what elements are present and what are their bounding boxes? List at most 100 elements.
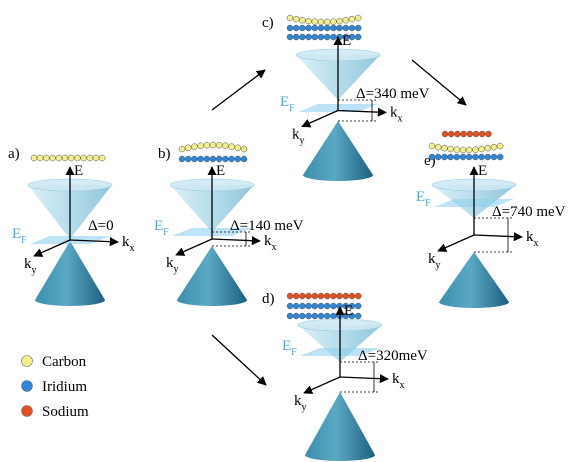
atom bbox=[324, 19, 330, 25]
atom bbox=[312, 25, 318, 31]
atom bbox=[429, 143, 435, 149]
atom bbox=[355, 15, 361, 21]
atom bbox=[293, 313, 299, 319]
atom bbox=[435, 144, 441, 150]
ky-label: ky bbox=[294, 393, 307, 413]
fermi-label: EF bbox=[416, 189, 431, 209]
figure: a)EkxkyEFΔ=0b)EkxkyEFΔ=140 meVc)EkxkyEFΔ… bbox=[0, 0, 571, 462]
atom bbox=[287, 34, 293, 40]
atom bbox=[229, 156, 235, 162]
atom bbox=[355, 34, 361, 40]
atom bbox=[467, 131, 473, 137]
atom bbox=[485, 154, 491, 160]
atom bbox=[306, 313, 312, 319]
atom bbox=[448, 131, 454, 137]
atom bbox=[241, 146, 247, 152]
atom bbox=[287, 25, 293, 31]
atom bbox=[355, 303, 361, 309]
atom bbox=[479, 131, 485, 137]
atom bbox=[330, 313, 336, 319]
atom bbox=[222, 156, 228, 162]
atom bbox=[299, 17, 305, 23]
atom bbox=[306, 18, 312, 24]
atom bbox=[31, 155, 37, 161]
atom bbox=[318, 25, 324, 31]
kx-label: kx bbox=[122, 234, 135, 254]
atom bbox=[287, 15, 293, 21]
fermi-label-main: E bbox=[282, 338, 291, 354]
atom bbox=[435, 154, 441, 160]
atom bbox=[93, 155, 99, 161]
legend-label: Iridium bbox=[42, 379, 87, 395]
atom bbox=[99, 155, 105, 161]
atom bbox=[306, 25, 312, 31]
atom bbox=[312, 313, 318, 319]
kx-axis bbox=[340, 377, 388, 379]
fermi-label: EF bbox=[282, 338, 297, 358]
atom bbox=[299, 34, 305, 40]
gap-label: Δ=0 bbox=[88, 218, 114, 234]
fermi-label-sub: F bbox=[163, 227, 169, 238]
atom bbox=[343, 293, 349, 299]
atom bbox=[198, 143, 204, 149]
fermi-label-sub: F bbox=[289, 103, 295, 114]
arrow bbox=[212, 70, 265, 110]
atom bbox=[87, 155, 93, 161]
legend-swatch bbox=[22, 356, 33, 367]
atom bbox=[293, 16, 299, 22]
atom bbox=[306, 303, 312, 309]
gap-label: Δ=740 meV bbox=[492, 204, 566, 220]
kx-label-sub: x bbox=[398, 114, 403, 125]
ky-label-sub: y bbox=[174, 264, 179, 275]
gap-label: Δ=340 meV bbox=[356, 86, 430, 102]
atom bbox=[466, 154, 472, 160]
atom bbox=[287, 313, 293, 319]
kx-label: kx bbox=[264, 233, 277, 253]
atom bbox=[454, 147, 460, 153]
kx-label: kx bbox=[392, 371, 405, 391]
atom bbox=[324, 293, 330, 299]
atom bbox=[81, 155, 87, 161]
atom bbox=[191, 144, 197, 150]
atom bbox=[312, 19, 318, 25]
atom bbox=[355, 25, 361, 31]
atom bbox=[491, 154, 497, 160]
atom bbox=[343, 25, 349, 31]
legend-label: Carbon bbox=[42, 354, 87, 370]
energy-label: E bbox=[342, 33, 351, 49]
ky-label: ky bbox=[24, 256, 37, 276]
atom bbox=[460, 154, 466, 160]
ky-axis bbox=[304, 377, 340, 393]
kx-label-sub: x bbox=[400, 380, 405, 391]
gap-label: Δ=320meV bbox=[358, 348, 428, 364]
atom bbox=[306, 34, 312, 40]
ky-label-sub: y bbox=[302, 402, 307, 413]
atom bbox=[337, 18, 343, 24]
atom bbox=[191, 156, 197, 162]
atom bbox=[235, 145, 241, 151]
atom bbox=[330, 19, 336, 25]
atom bbox=[491, 144, 497, 150]
ky-label: ky bbox=[292, 127, 305, 147]
atom bbox=[330, 25, 336, 31]
kx-label-sub: x bbox=[130, 243, 135, 254]
legend-swatch bbox=[22, 381, 33, 392]
fermi-label-sub: F bbox=[291, 347, 297, 358]
panel-label: d) bbox=[262, 291, 275, 307]
lower-cone bbox=[439, 252, 509, 308]
kx-label: kx bbox=[526, 229, 539, 249]
atom bbox=[318, 19, 324, 25]
atom bbox=[472, 154, 478, 160]
atom bbox=[472, 147, 478, 153]
ky-label: ky bbox=[428, 251, 441, 271]
atom bbox=[216, 156, 222, 162]
atom bbox=[293, 303, 299, 309]
atom bbox=[306, 293, 312, 299]
atom bbox=[179, 156, 185, 162]
fermi-label-main: E bbox=[416, 189, 425, 205]
atom bbox=[473, 131, 479, 137]
atom bbox=[330, 293, 336, 299]
gap-label: Δ=140 meV bbox=[230, 218, 304, 234]
atom bbox=[222, 143, 228, 149]
atom bbox=[485, 145, 491, 151]
